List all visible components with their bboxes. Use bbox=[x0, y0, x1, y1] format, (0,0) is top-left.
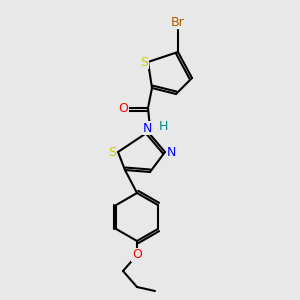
Text: O: O bbox=[132, 248, 142, 262]
Text: O: O bbox=[118, 101, 128, 115]
Text: N: N bbox=[166, 146, 176, 158]
Text: Br: Br bbox=[171, 16, 185, 28]
Text: N: N bbox=[142, 122, 152, 134]
Text: S: S bbox=[108, 146, 116, 158]
Text: S: S bbox=[140, 56, 148, 68]
Text: H: H bbox=[158, 119, 168, 133]
